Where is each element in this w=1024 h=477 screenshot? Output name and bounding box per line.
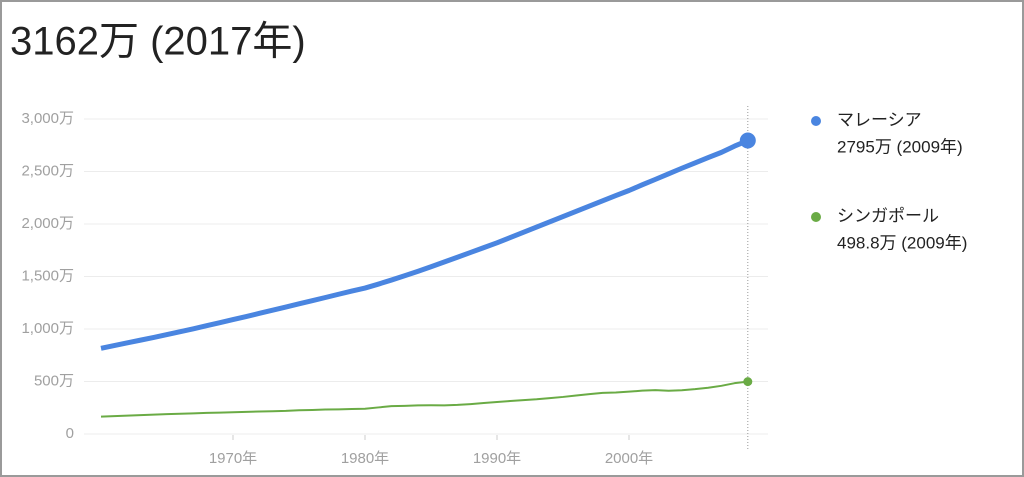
- x-tick-label: 1970年: [209, 450, 257, 467]
- y-tick-label: 2,500万: [21, 162, 74, 179]
- legend-value: 498.8万 (2009年): [837, 233, 967, 252]
- series-line: [100, 380, 748, 418]
- legend-name: シンガポール: [837, 206, 939, 225]
- x-tick-label: 1980年: [341, 450, 389, 467]
- series-line: [100, 138, 749, 351]
- y-tick-label: 1,500万: [21, 267, 74, 284]
- x-tick-label: 2000年: [605, 450, 653, 467]
- legend-value: 2795万 (2009年): [837, 137, 963, 156]
- chart-title: 3162万 (2017年): [10, 20, 306, 64]
- end-point: [743, 377, 753, 387]
- legend-name: マレーシア: [837, 110, 922, 129]
- y-tick-label: 0: [66, 425, 74, 442]
- legend-marker: [811, 116, 821, 126]
- x-tick-label: 1990年: [473, 450, 521, 467]
- y-tick-label: 2,000万: [21, 215, 74, 232]
- y-tick-label: 3,000万: [21, 110, 74, 127]
- legend-marker: [811, 212, 821, 222]
- end-point: [739, 132, 756, 149]
- y-tick-label: 1,000万: [21, 320, 74, 337]
- y-tick-label: 500万: [34, 372, 74, 389]
